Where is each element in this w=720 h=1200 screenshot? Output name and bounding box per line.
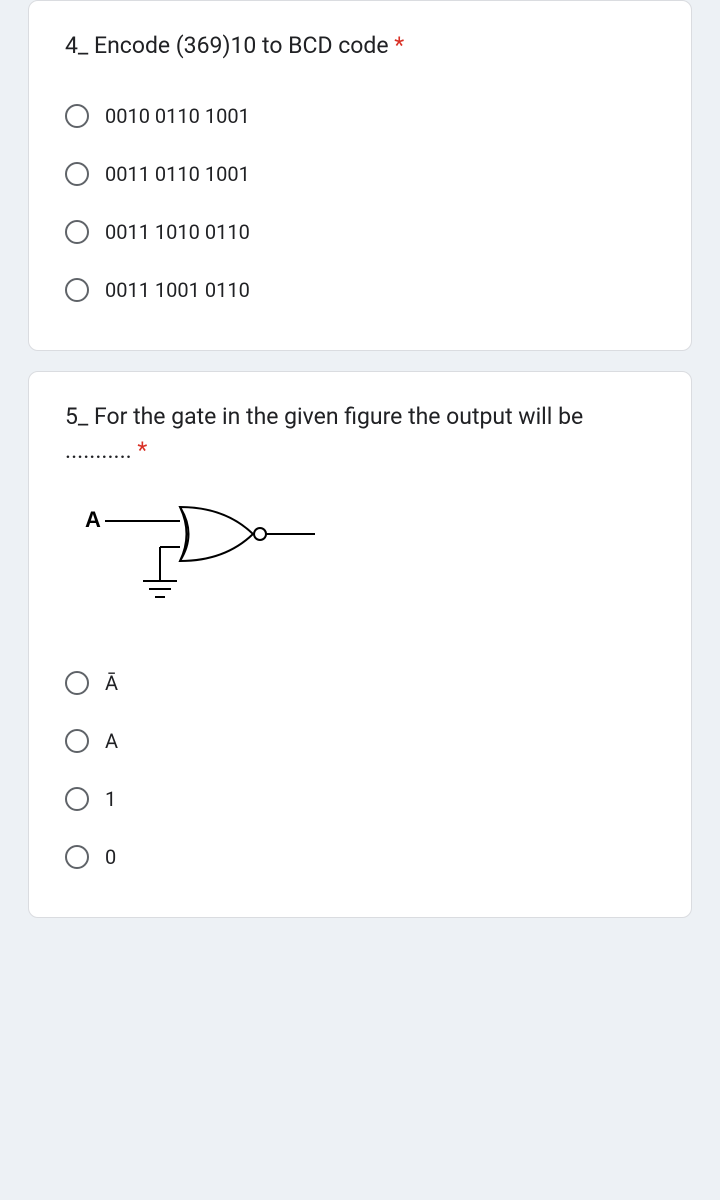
- question-5-card: 5_ For the gate in the given figure the …: [28, 371, 692, 918]
- option-label: 0010 0110 1001: [105, 102, 250, 130]
- option-label: 1: [105, 785, 116, 813]
- required-indicator: *: [137, 437, 147, 464]
- radio-icon: [65, 104, 89, 128]
- option-label: A: [105, 727, 118, 755]
- q5-option-1[interactable]: A: [65, 717, 655, 765]
- q4-option-3[interactable]: 0011 1001 0110: [65, 266, 655, 314]
- q5-option-0[interactable]: Ā: [65, 659, 655, 707]
- question-4-title: 4_ Encode (369)10 to BCD code *: [65, 29, 655, 64]
- radio-icon: [65, 278, 89, 302]
- input-label-a: A: [85, 507, 101, 532]
- question-4-text: 4_ Encode (369)10 to BCD code: [65, 32, 394, 59]
- q5-option-3[interactable]: 0: [65, 833, 655, 881]
- question-4-card: 4_ Encode (369)10 to BCD code * 0010 011…: [28, 0, 692, 351]
- radio-icon: [65, 845, 89, 869]
- question-5-title: 5_ For the gate in the given figure the …: [65, 400, 655, 469]
- radio-icon: [65, 671, 89, 695]
- radio-icon: [65, 787, 89, 811]
- q4-option-2[interactable]: 0011 1010 0110: [65, 208, 655, 256]
- option-label: 0011 0110 1001: [105, 160, 250, 188]
- q4-option-1[interactable]: 0011 0110 1001: [65, 150, 655, 198]
- question-4-options: 0010 0110 1001 0011 0110 1001 0011 1010 …: [65, 92, 655, 314]
- radio-icon: [65, 729, 89, 753]
- q5-option-2[interactable]: 1: [65, 775, 655, 823]
- not-bubble-icon: [254, 528, 266, 540]
- radio-icon: [65, 162, 89, 186]
- question-5-options: Ā A 1 0: [65, 659, 655, 881]
- nor-gate-body: [180, 507, 253, 561]
- radio-icon: [65, 220, 89, 244]
- option-label: 0011 1001 0110: [105, 276, 250, 304]
- nor-gate-diagram: A: [75, 499, 355, 629]
- q4-option-0[interactable]: 0010 0110 1001: [65, 92, 655, 140]
- option-label: 0: [105, 843, 116, 871]
- required-indicator: *: [394, 32, 404, 59]
- gate-figure: A: [75, 499, 655, 629]
- option-label: 0011 1010 0110: [105, 218, 250, 246]
- option-label: Ā: [105, 669, 118, 697]
